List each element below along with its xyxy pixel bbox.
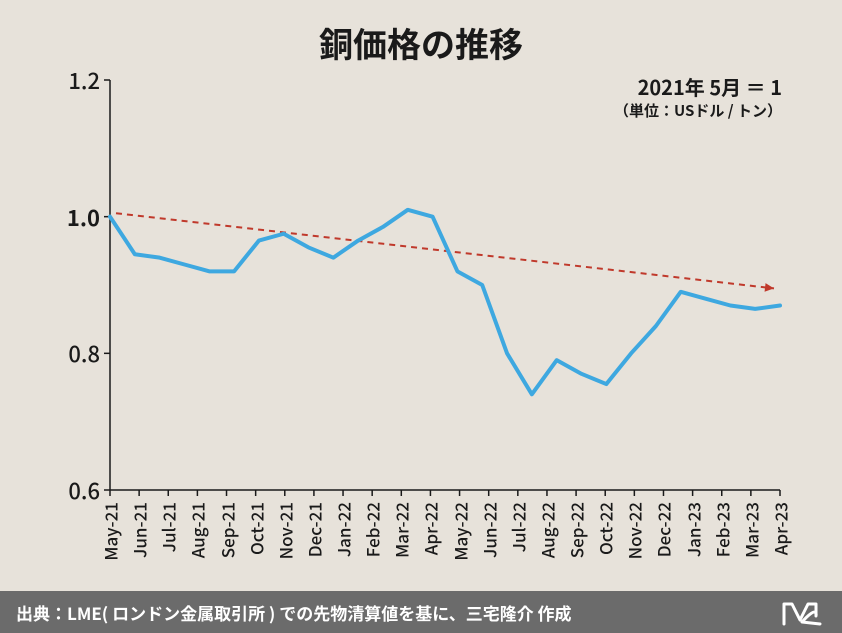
x-tick-label: Dec-22 [651, 502, 676, 557]
x-tick-label: Feb-23 [709, 502, 734, 557]
x-tick-label: Apr-23 [768, 502, 793, 555]
x-tick-label: Jan-23 [680, 502, 705, 557]
x-tick-label: Apr-22 [418, 502, 443, 555]
x-tick-label: Sep-21 [214, 502, 239, 558]
footer-source-text: 出典：LME( ロンドン金属取引所 ) での先物清算値を基に、三宅隆介 作成 [16, 600, 572, 625]
footer-bar: 出典：LME( ロンドン金属取引所 ) での先物清算値を基に、三宅隆介 作成 [0, 591, 842, 633]
x-tick-label: Jun-22 [476, 502, 501, 558]
x-tick-label: Mar-22 [389, 502, 414, 558]
y-tick-label: 1.0 [67, 201, 100, 233]
x-tick-label: Oct-21 [243, 502, 268, 555]
logo-icon [782, 598, 822, 626]
x-tick-label: Jul-22 [505, 502, 530, 552]
x-tick-label: Jul-21 [156, 502, 181, 552]
chart-container: 銅価格の推移 2021年 5月 ＝ 1 （単位：USドル / トン） 0.60.… [0, 0, 842, 591]
x-tick-label: May-21 [98, 502, 123, 561]
x-tick-label: Oct-22 [593, 502, 618, 555]
x-tick-label: May-22 [447, 502, 472, 561]
y-tick-label: 1.2 [68, 64, 100, 96]
x-tick-label: Nov-22 [622, 502, 647, 559]
chart-plot [110, 80, 790, 500]
y-tick-label: 0.6 [68, 474, 100, 506]
x-tick-label: Nov-21 [272, 502, 297, 559]
y-tick-label: 0.8 [68, 337, 100, 369]
x-tick-label: Feb-22 [360, 502, 385, 557]
chart-title: 銅価格の推移 [0, 18, 842, 67]
x-tick-label: Jan-22 [331, 502, 356, 557]
x-tick-label: Dec-21 [301, 502, 326, 557]
x-tick-label: Aug-21 [185, 502, 210, 558]
x-tick-label: Sep-22 [564, 502, 589, 558]
x-tick-label: Mar-23 [738, 502, 763, 558]
x-tick-label: Aug-22 [534, 502, 559, 558]
x-tick-label: Jun-21 [127, 502, 152, 558]
